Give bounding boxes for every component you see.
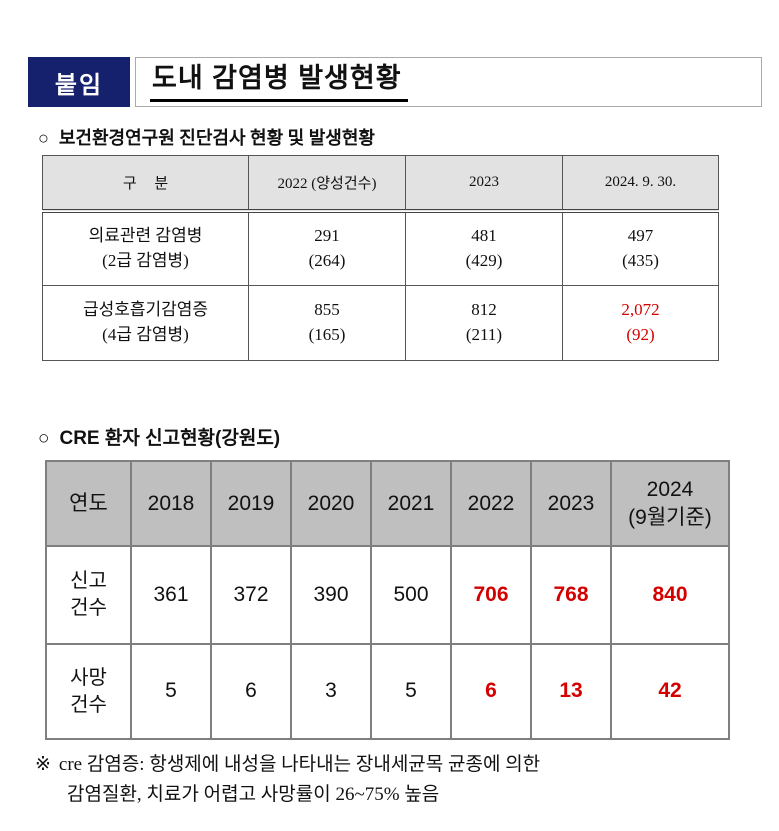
cell-2022: 291 (264) <box>248 210 406 286</box>
section1-heading-text: 보건환경연구원 진단검사 현황 및 발생현황 <box>58 128 375 148</box>
section1-heading: ○ 보건환경연구원 진단검사 현황 및 발생현황 <box>38 124 375 150</box>
table1-header-2023: 2023 <box>405 155 563 213</box>
table2-header-2021: 2021 <box>370 460 452 547</box>
circle-bullet-icon: ○ <box>38 428 50 449</box>
row-label-line2: (2급 감염병) <box>102 250 189 270</box>
cell-2021: 5 <box>370 643 452 740</box>
cell-2020: 3 <box>290 643 372 740</box>
footnote-line2: 감염질환, 치료가 어렵고 사망률이 26~75% 높음 <box>67 784 440 805</box>
cell-2024-highlighted: 2,072 (92) <box>562 285 719 361</box>
table-row: 의료관련 감염병 (2급 감염병) 291 (264) 481 (429) 49… <box>42 210 719 286</box>
cell-subvalue: (429) <box>465 250 503 270</box>
cell-2020: 390 <box>290 545 372 645</box>
row-label-line2: 건수 <box>70 597 107 619</box>
cell-value: 2,072 <box>621 300 660 320</box>
cell-subvalue: (92) <box>626 325 655 344</box>
row-label-deaths: 사망 건수 <box>45 643 132 740</box>
cell-2022-highlighted: 6 <box>450 643 532 740</box>
footnote-line1-text: cre 감염증: 항생제에 내성을 나타내는 장내세균목 균종에 의한 <box>58 754 541 775</box>
footnote: ※ cre 감염증: 항생제에 내성을 나타내는 장내세균목 균종에 의한 감염질… <box>35 750 735 810</box>
section2-heading-text: CRE 환자 신고현황(강원도) <box>59 428 281 449</box>
row-label-medical-infections: 의료관련 감염병 (2급 감염병) <box>42 210 249 286</box>
cell-subvalue: (165) <box>308 325 346 344</box>
cell-value: 291 <box>314 226 340 246</box>
cell-value: 481 <box>471 226 497 246</box>
row-label-reported-cases: 신고 건수 <box>45 545 132 645</box>
cell-2024-highlighted: 840 <box>610 545 730 645</box>
row-label-line1: 의료관련 감염병 <box>88 226 203 246</box>
table1-header-2024: 2024. 9. 30. <box>562 155 719 213</box>
table2-header-2024: 2024 (9월기준) <box>610 460 730 547</box>
cell-2019: 6 <box>210 643 292 740</box>
row-label-line1: 신고 <box>70 570 107 592</box>
table-row: 신고 건수 361 372 390 500 706 768 840 <box>45 545 730 645</box>
reference-mark-icon: ※ <box>35 754 51 775</box>
table-header-row: 구 분 2022 (양성건수) 2023 2024. 9. 30. <box>42 155 719 213</box>
circle-bullet-icon: ○ <box>38 128 49 148</box>
cell-2024-highlighted: 42 <box>610 643 730 740</box>
cell-2023-highlighted: 13 <box>530 643 612 740</box>
table-header-row: 연도 2018 2019 2020 2021 2022 2023 2024 (9… <box>45 460 730 547</box>
row-label-respiratory-infections: 급성호흡기감염증 (4급 감염병) <box>42 285 249 361</box>
table2-header-2020: 2020 <box>290 460 372 547</box>
title-box: 도내 감염병 발생현황 <box>135 57 762 107</box>
cell-value: 855 <box>314 300 340 320</box>
attachment-badge: 붙임 <box>28 57 130 107</box>
cell-subvalue: (211) <box>465 325 503 344</box>
row-label-line1: 사망 <box>70 666 107 689</box>
table-row: 사망 건수 5 6 3 5 6 13 42 <box>45 643 730 740</box>
cell-value: 812 <box>471 300 497 320</box>
table1-header-2022: 2022 (양성건수) <box>248 155 406 213</box>
table-row: 급성호흡기감염증 (4급 감염병) 855 (165) 812 (211) 2,… <box>42 285 719 361</box>
header-line1: 2024 <box>646 478 694 502</box>
cell-subvalue: (264) <box>308 250 346 270</box>
diagnostic-status-table: 구 분 2022 (양성건수) 2023 2024. 9. 30. 의료관련 감… <box>42 155 719 361</box>
cell-2023: 812 (211) <box>405 285 563 361</box>
row-label-line1: 급성호흡기감염증 <box>82 300 209 320</box>
cell-2019: 372 <box>210 545 292 645</box>
footnote-line1: ※ cre 감염증: 항생제에 내성을 나타내는 장내세균목 균종에 의한 <box>35 750 735 780</box>
row-label-line2: 건수 <box>70 693 107 716</box>
table1-header-category: 구 분 <box>42 155 249 213</box>
cell-2022: 855 (165) <box>248 285 406 361</box>
cell-2023: 481 (429) <box>405 210 563 286</box>
table2-header-year: 연도 <box>45 460 132 547</box>
table2-header-2019: 2019 <box>210 460 292 547</box>
cell-2022-highlighted: 706 <box>450 545 532 645</box>
row-label-line2: (4급 감염병) <box>102 325 189 344</box>
table2-header-2022: 2022 <box>450 460 532 547</box>
page-title: 도내 감염병 발생현황 <box>150 60 408 102</box>
section2-heading: ○ CRE 환자 신고현황(강원도) <box>38 423 280 450</box>
cell-2021: 500 <box>370 545 452 645</box>
cell-2018: 5 <box>130 643 212 740</box>
table2-header-2023: 2023 <box>530 460 612 547</box>
cre-report-table: 연도 2018 2019 2020 2021 2022 2023 2024 (9… <box>45 460 730 740</box>
cell-2024: 497 (435) <box>562 210 719 286</box>
cell-value: 497 <box>627 226 654 246</box>
header-line2: (9월기준) <box>628 505 712 529</box>
table2-header-2018: 2018 <box>130 460 212 547</box>
cell-2018: 361 <box>130 545 212 645</box>
cell-subvalue: (435) <box>622 250 659 270</box>
page-banner: 붙임 도내 감염병 발생현황 <box>28 57 762 107</box>
cell-2023-highlighted: 768 <box>530 545 612 645</box>
